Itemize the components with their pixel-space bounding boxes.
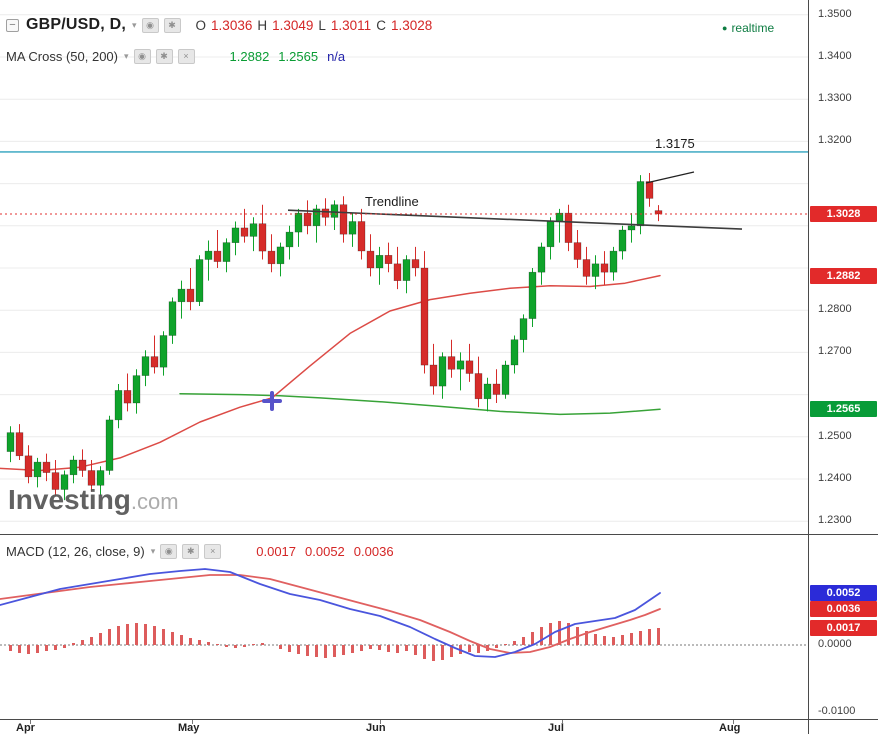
ohlc-readout: O 1.3036 H 1.3049 L 1.3011 C 1.3028 — [196, 18, 433, 33]
macd-histogram — [9, 621, 660, 661]
chevron-down-icon[interactable]: ▾ — [124, 51, 129, 61]
price-axis-label: 1.3300 — [818, 92, 852, 104]
macd-chart-canvas[interactable] — [0, 535, 808, 719]
ma200-line — [179, 392, 661, 416]
realtime-label: realtime — [731, 21, 775, 35]
macd-title[interactable]: MACD (12, 26, close, 9) — [6, 544, 145, 559]
time-axis-label: Jun — [366, 722, 386, 734]
realtime-dot-icon: ● — [722, 23, 728, 33]
open-value: 1.3036 — [211, 17, 253, 33]
realtime-status: ● realtime — [722, 21, 774, 35]
time-axis-tick — [733, 720, 734, 724]
ma-na-value: n/a — [327, 49, 346, 64]
settings-icon[interactable]: ✱ — [155, 49, 173, 64]
time-axis-label: Jul — [548, 722, 564, 734]
time-axis-label: May — [178, 722, 200, 734]
macd-badge: 0.0017 — [810, 620, 877, 636]
settings-icon[interactable]: ✱ — [163, 17, 181, 33]
open-label: O — [195, 17, 207, 33]
ma-cross-title[interactable]: MA Cross (50, 200) — [6, 49, 118, 64]
settings-icon[interactable]: ✱ — [182, 544, 200, 559]
symbol-title[interactable]: GBP/USD, D, — [26, 16, 126, 33]
trendline-label[interactable]: Trendline — [365, 194, 419, 209]
time-axis-label: Aug — [719, 722, 741, 734]
collapse-icon[interactable]: − — [6, 18, 19, 32]
price-scale[interactable]: 1.3500 1.3400 1.3300 1.3200 1.2800 1.2700 1.25… — [808, 0, 878, 734]
macd-axis-label: 0.0000 — [818, 638, 852, 650]
price-badge: 1.2565 — [810, 401, 877, 417]
resistance-level-label[interactable]: 1.3175 — [655, 136, 695, 151]
price-axis-label: 1.3200 — [818, 134, 852, 146]
macd-axis-label: -0.0100 — [818, 705, 856, 717]
macd-badge: 0.0036 — [810, 601, 877, 617]
time-axis-tick — [562, 720, 563, 724]
chevron-down-icon[interactable]: ▾ — [150, 546, 156, 556]
logo-brand: Investing — [8, 484, 131, 515]
panel-divider[interactable] — [0, 534, 878, 535]
price-axis-label: 1.2300 — [818, 514, 852, 526]
logo-suffix: .com — [130, 489, 179, 514]
macd-badge: 0.0052 — [810, 585, 877, 601]
time-axis-label: Apr — [16, 722, 35, 734]
time-axis-tick — [380, 720, 381, 724]
macd-hist-value: 0.0017 — [256, 544, 297, 559]
close-icon[interactable]: × — [177, 49, 195, 64]
symbol-legend: − GBP/USD, D, ▾ ◉ ✱ O 1.3036 H 1.3049 L … — [6, 16, 432, 34]
ma-cross-legend: MA Cross (50, 200) ▾ ◉ ✱ × 1.2882 1.2565… — [6, 49, 345, 64]
callout-line[interactable] — [645, 171, 695, 184]
price-axis-label: 1.2800 — [818, 303, 852, 315]
ma200-value: 1.2565 — [278, 49, 319, 64]
ma-values: 1.2882 1.2565 n/a — [230, 49, 346, 64]
macd-legend: MACD (12, 26, close, 9) ▾ ◉ ✱ × 0.0017 0… — [6, 544, 394, 559]
trendline[interactable] — [287, 209, 743, 230]
close-value: 1.3028 — [390, 17, 433, 33]
chevron-down-icon[interactable]: ▾ — [132, 19, 137, 30]
price-axis-label: 1.2700 — [818, 345, 852, 357]
low-label: L — [318, 17, 326, 33]
close-label: C — [376, 17, 386, 33]
price-axis-label: 1.2400 — [818, 472, 852, 484]
high-value: 1.3049 — [272, 17, 314, 33]
macd-values: 0.0017 0.0052 0.0036 — [256, 544, 393, 559]
visibility-icon[interactable]: ◉ — [133, 49, 151, 64]
main-chart-canvas[interactable] — [0, 0, 808, 534]
price-axis-label: 1.2500 — [818, 430, 852, 442]
ma50-value: 1.2882 — [229, 49, 270, 64]
visibility-icon[interactable]: ◉ — [160, 544, 178, 559]
macd-line-value: 0.0052 — [305, 544, 345, 559]
candles — [6, 173, 663, 501]
macd-signal-value: 0.0036 — [353, 544, 394, 559]
ma50-line — [0, 274, 661, 472]
time-scale[interactable]: Apr May Jun Jul Aug — [0, 720, 808, 734]
axis-divider — [0, 719, 878, 720]
close-icon[interactable]: × — [204, 544, 222, 559]
price-axis-label: 1.3500 — [818, 8, 852, 20]
time-axis-tick — [30, 720, 31, 724]
macd-signal-line — [0, 574, 661, 654]
price-axis-label: 1.3400 — [818, 50, 852, 62]
time-axis-tick — [192, 720, 193, 724]
high-label: H — [257, 17, 268, 33]
low-value: 1.3011 — [330, 17, 372, 33]
macd-main-line — [0, 568, 661, 658]
investing-logo: Investing .com — [8, 484, 179, 516]
price-badge: 1.3028 — [810, 206, 877, 222]
price-badge: 1.2882 — [810, 268, 877, 284]
visibility-icon[interactable]: ◉ — [141, 17, 159, 33]
